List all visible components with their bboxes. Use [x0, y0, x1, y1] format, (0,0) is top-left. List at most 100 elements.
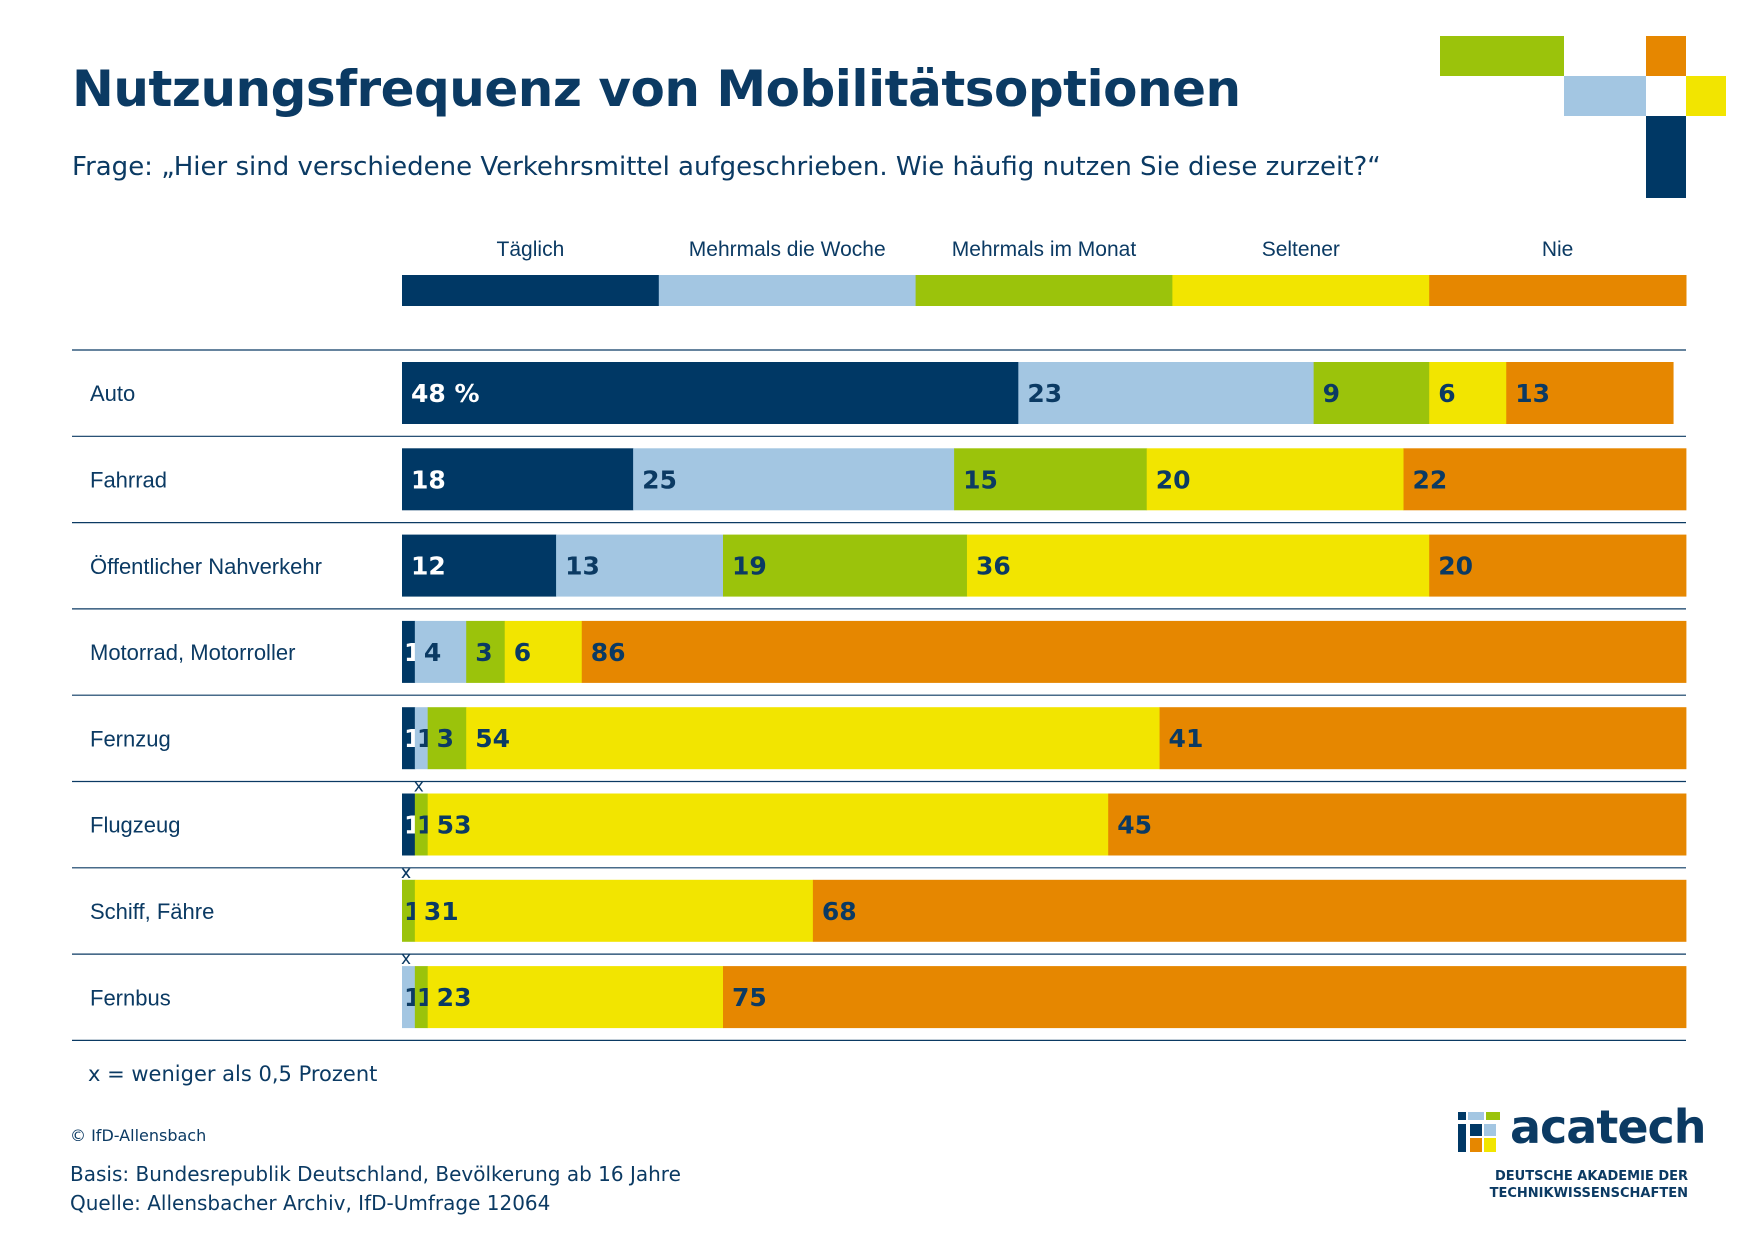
value-label: 3	[475, 638, 492, 667]
value-label: 23	[1027, 379, 1062, 408]
value-label: 20	[1156, 465, 1191, 494]
footnote: x = weniger als 0,5 Prozent	[88, 1062, 378, 1086]
value-label: 15	[963, 465, 998, 494]
bar-segment	[581, 620, 1687, 683]
legend-swatch-3	[915, 275, 1173, 306]
legend-swatch-2	[658, 275, 917, 306]
bar-segment	[1018, 362, 1315, 424]
bar-segment	[414, 707, 429, 770]
value-label: 53	[437, 811, 472, 840]
basis-line: Basis: Bundesrepublik Deutschland, Bevöl…	[70, 1162, 681, 1186]
bar-segment	[402, 448, 634, 511]
value-label: 45	[1117, 811, 1152, 840]
bar-segment	[414, 879, 814, 942]
value-label: 20	[1438, 552, 1473, 581]
bar-segment	[466, 707, 1160, 770]
bar-segment	[504, 620, 583, 683]
value-label: 68	[822, 897, 857, 926]
bar-segment	[954, 448, 1148, 511]
bar-segment	[1108, 793, 1687, 856]
bar-segment	[402, 707, 416, 770]
value-label: 12	[411, 552, 446, 581]
bar-segment	[556, 534, 724, 597]
value-label: 9	[1323, 379, 1340, 408]
bar-segment	[1506, 362, 1674, 424]
bar-segment	[402, 362, 1019, 424]
bar-segment	[427, 966, 724, 1029]
bar-segment	[723, 966, 1687, 1029]
value-label: 13	[565, 552, 600, 581]
value-label: 18	[411, 465, 446, 494]
logo-subtitle: DEUTSCHE AKADEMIE DER TECHNIKWISSENSCHAF…	[1490, 1168, 1688, 1202]
logo-subtitle-line1: DEUTSCHE AKADEMIE DER	[1494, 1169, 1688, 1184]
value-label: 6	[1438, 379, 1455, 408]
value-label-small: x	[401, 949, 411, 969]
bar-segment	[966, 534, 1430, 597]
legend-label-5: Nie	[1542, 238, 1574, 261]
value-label: 36	[976, 552, 1011, 581]
category-label: Fahrrad	[90, 467, 167, 492]
logo-subtitle-line2: TECHNIKWISSENSCHAFTEN	[1489, 1186, 1688, 1201]
value-label: 41	[1169, 724, 1204, 753]
legend-label-1: Täglich	[497, 238, 565, 261]
bar-segment	[1159, 707, 1687, 770]
value-label: 31	[424, 897, 459, 926]
value-label: 4	[424, 638, 441, 667]
bar-segment	[1146, 448, 1404, 511]
bar-segment	[402, 879, 416, 942]
bar-segment	[402, 793, 416, 856]
legend-label-4: Seltener	[1262, 238, 1340, 261]
value-label-small: x	[401, 863, 411, 883]
bar-segment	[466, 620, 506, 683]
quelle-line: Quelle: Allensbacher Archiv, IfD-Umfrage…	[70, 1191, 551, 1215]
category-label: Flugzeug	[90, 813, 181, 838]
value-label: 75	[732, 983, 767, 1012]
bar-segment	[1403, 448, 1687, 511]
bar-segment	[414, 966, 429, 1029]
copyright: © IfD-Allensbach	[70, 1126, 207, 1145]
bar-segment	[1429, 534, 1687, 597]
bar-segment	[633, 448, 955, 511]
chart-title: Nutzungsfrequenz von Mobilitätsoptionen	[72, 60, 1241, 118]
value-label: 19	[732, 552, 767, 581]
value-label: 22	[1413, 465, 1448, 494]
bar-segment	[427, 707, 467, 770]
bar-segment	[414, 620, 467, 683]
value-label: 54	[475, 724, 510, 753]
category-label: Fernzug	[90, 726, 171, 751]
logo-wordmark: acatech	[1510, 1100, 1707, 1154]
category-label: Motorrad, Motorroller	[90, 640, 295, 665]
legend-label-2: Mehrmals die Woche	[689, 238, 886, 261]
acatech-logo: acatech DEUTSCHE AKADEMIE DER TECHNIKWIS…	[1458, 1100, 1707, 1208]
bar-segment	[427, 793, 1109, 856]
category-label: Auto	[90, 381, 135, 406]
value-label-small: x	[414, 777, 424, 797]
bar-segment	[402, 534, 557, 597]
acatech-logo-mark	[1458, 1112, 1500, 1154]
legend-label-3: Mehrmals im Monat	[952, 238, 1137, 261]
legend-swatch-1	[402, 275, 660, 306]
bar-segment	[723, 534, 968, 597]
value-label: 23	[437, 983, 472, 1012]
value-label-small: x	[401, 863, 411, 883]
bar-segment	[812, 879, 1687, 942]
value-label: 25	[642, 465, 677, 494]
value-label: 3	[437, 724, 454, 753]
category-label: Schiff, Fähre	[90, 899, 214, 924]
survey-question: Frage: „Hier sind verschiedene Verkehrsm…	[72, 152, 1381, 182]
legend-swatch-4	[1172, 275, 1430, 306]
value-label: 13	[1515, 379, 1550, 408]
bar-segment	[1429, 362, 1507, 424]
legend-swatch-5	[1429, 275, 1687, 306]
bar-segment	[414, 793, 429, 856]
source-info: Basis: Bundesrepublik Deutschland, Bevöl…	[70, 1160, 681, 1218]
value-label: 86	[591, 638, 626, 667]
category-label: Öffentlicher Nahverkehr	[90, 554, 322, 579]
value-label: 48 %	[411, 379, 480, 408]
value-label: 6	[514, 638, 531, 667]
bar-segment	[1313, 362, 1430, 424]
category-label: Fernbus	[90, 985, 171, 1010]
bar-segment	[402, 620, 416, 683]
bar-segment	[402, 966, 416, 1029]
